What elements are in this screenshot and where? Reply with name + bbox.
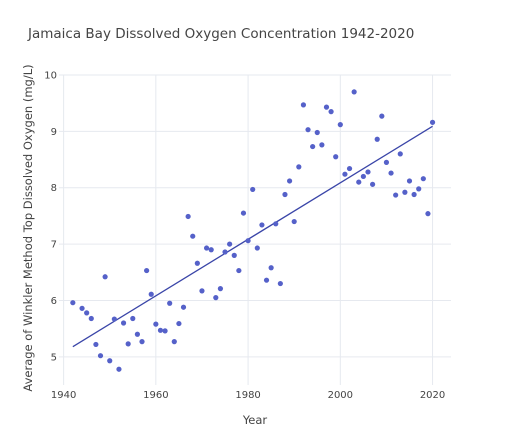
data-point (360, 173, 366, 180)
data-point (296, 164, 302, 170)
y-axis-title: Average of Winkler Method Top Dissolved … (21, 64, 35, 391)
chart-title: Jamaica Bay Dissolved Oxygen Concentrati… (27, 26, 414, 42)
data-point (328, 109, 334, 115)
data-point (171, 339, 177, 345)
x-axis-title: Year (242, 413, 268, 427)
data-point (162, 328, 168, 334)
x-tick-label: 2020 (420, 390, 445, 401)
data-point (305, 127, 311, 133)
data-point (167, 300, 173, 306)
data-point (374, 136, 380, 142)
data-point (227, 241, 233, 247)
data-point (291, 218, 297, 225)
y-tick-label: 5 (51, 352, 57, 363)
data-point (337, 122, 343, 128)
x-tick-label: 1980 (235, 390, 260, 401)
data-point (236, 267, 242, 274)
data-point (346, 165, 353, 172)
x-axis-ticks: 1940 1960 1980 2000 2020 (51, 390, 445, 401)
data-point (93, 341, 99, 348)
data-point (157, 327, 164, 333)
data-point (259, 222, 265, 228)
data-point (120, 320, 127, 326)
data-point (416, 186, 422, 192)
data-point (342, 171, 348, 177)
data-point (273, 221, 279, 227)
data-point (254, 245, 260, 251)
data-point (319, 142, 325, 148)
data-point (393, 192, 399, 198)
data-point (111, 316, 117, 322)
data-point (180, 304, 187, 310)
data-point (125, 341, 131, 347)
data-point (310, 143, 316, 150)
data-point (203, 245, 210, 251)
trendline-layer (72, 125, 433, 348)
data-point (185, 213, 191, 220)
data-point (245, 238, 251, 244)
data-point (208, 247, 214, 253)
data-point (217, 286, 224, 292)
data-point (84, 310, 90, 316)
data-point (429, 119, 436, 125)
data-point (282, 191, 288, 198)
data-point (79, 305, 85, 311)
x-tick-label: 1940 (51, 390, 76, 401)
data-point (402, 189, 408, 195)
data-point (397, 151, 403, 157)
y-tick-label: 10 (44, 71, 57, 82)
y-axis-ticks: 5 6 7 8 9 10 (44, 71, 57, 364)
data-point (144, 267, 150, 274)
data-point (240, 210, 247, 216)
data-point (411, 191, 417, 198)
data-point (406, 178, 413, 184)
data-point (333, 154, 339, 160)
data-point (323, 104, 330, 110)
data-point (388, 170, 394, 176)
y-tick-label: 9 (51, 127, 57, 138)
y-tick-label: 8 (51, 183, 57, 194)
data-point (300, 102, 307, 108)
data-point (88, 315, 94, 322)
data-point (425, 211, 431, 217)
data-point (153, 321, 159, 327)
data-point (102, 274, 108, 280)
data-point (277, 280, 283, 287)
data-point (231, 252, 237, 258)
data-point (314, 129, 320, 136)
data-point (263, 277, 270, 283)
data-point (370, 181, 376, 187)
data-point (148, 291, 154, 297)
data-point (268, 265, 274, 271)
data-points (70, 89, 436, 372)
data-point (379, 113, 385, 119)
data-point (356, 179, 362, 185)
x-tick-label: 1960 (143, 390, 168, 401)
data-point (190, 233, 196, 239)
data-point (70, 300, 76, 306)
data-point (199, 288, 205, 294)
data-point (250, 186, 256, 193)
data-point (383, 159, 390, 165)
data-point (139, 339, 145, 345)
data-point (134, 331, 140, 337)
data-point (176, 320, 182, 327)
y-tick-label: 6 (51, 296, 57, 307)
data-point (107, 358, 113, 364)
data-point (116, 366, 122, 372)
data-point (351, 89, 357, 95)
data-point (365, 169, 371, 175)
data-point (97, 353, 104, 359)
data-point (213, 295, 219, 301)
data-point (130, 315, 136, 322)
y-tick-label: 7 (51, 240, 57, 251)
data-point (286, 178, 293, 184)
data-point (420, 176, 426, 182)
x-tick-label: 2000 (328, 390, 353, 401)
data-point (194, 260, 200, 266)
trendline (72, 125, 433, 348)
data-point (222, 249, 228, 255)
